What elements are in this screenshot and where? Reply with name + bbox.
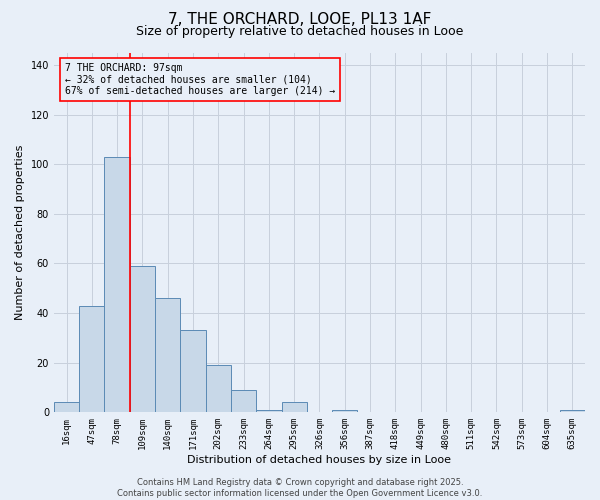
Bar [130, 266, 155, 412]
Y-axis label: Number of detached properties: Number of detached properties [15, 144, 25, 320]
Bar [155, 298, 181, 412]
Text: Contains HM Land Registry data © Crown copyright and database right 2025.
Contai: Contains HM Land Registry data © Crown c… [118, 478, 482, 498]
Bar [181, 330, 206, 412]
Bar [206, 365, 231, 412]
Text: 7 THE ORCHARD: 97sqm
← 32% of detached houses are smaller (104)
67% of semi-deta: 7 THE ORCHARD: 97sqm ← 32% of detached h… [65, 64, 335, 96]
Text: 7, THE ORCHARD, LOOE, PL13 1AF: 7, THE ORCHARD, LOOE, PL13 1AF [169, 12, 431, 28]
Bar [332, 410, 358, 412]
Bar [104, 156, 130, 412]
Bar [281, 402, 307, 412]
Bar [54, 402, 79, 412]
Text: Size of property relative to detached houses in Looe: Size of property relative to detached ho… [136, 25, 464, 38]
Bar [560, 410, 585, 412]
Bar [231, 390, 256, 412]
Bar [256, 410, 281, 412]
X-axis label: Distribution of detached houses by size in Looe: Distribution of detached houses by size … [187, 455, 451, 465]
Bar [79, 306, 104, 412]
